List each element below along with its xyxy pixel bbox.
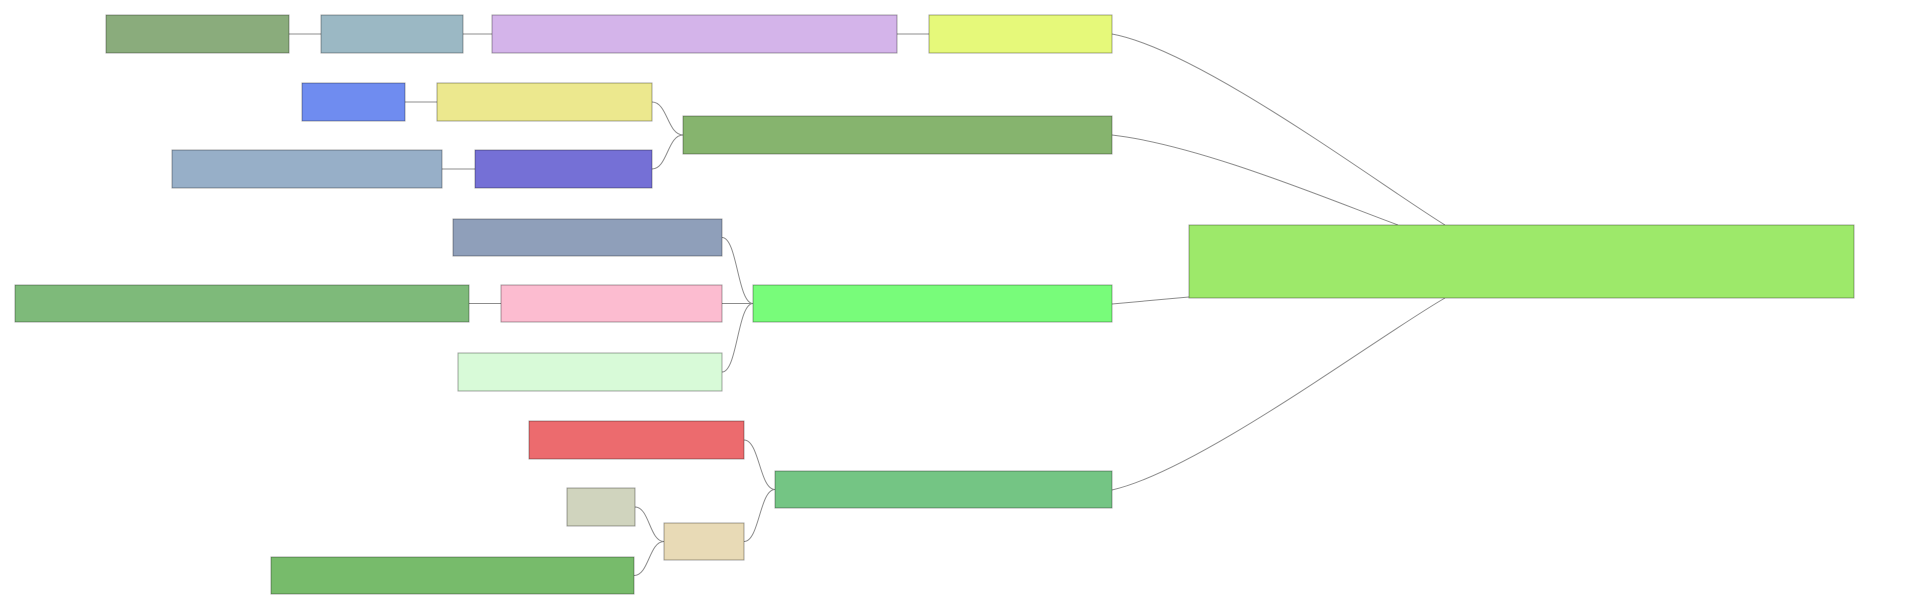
node: [474, 149, 653, 189]
node: [105, 14, 290, 54]
connector: [743, 439, 776, 490]
node: [171, 149, 443, 189]
node: [14, 284, 470, 323]
connector: [651, 101, 684, 136]
node: [774, 470, 1113, 509]
node: [452, 218, 723, 257]
connector: [1111, 296, 1190, 305]
connector: [743, 489, 776, 542]
node: [491, 14, 898, 54]
connector: [634, 506, 665, 542]
connector: [1111, 33, 1446, 226]
connector: [1111, 297, 1446, 491]
node: [457, 352, 723, 392]
connector: [1111, 134, 1399, 226]
node: [566, 487, 636, 527]
node: [320, 14, 464, 54]
connector: [651, 134, 684, 170]
connector: [633, 541, 665, 576]
node: [928, 14, 1113, 54]
node: [682, 115, 1113, 155]
node: [270, 556, 635, 595]
root-node: [1188, 224, 1855, 299]
node: [436, 82, 653, 122]
connector: [721, 237, 754, 304]
node: [500, 284, 723, 323]
connector: [721, 303, 754, 373]
node: [663, 522, 745, 561]
node: [752, 284, 1113, 323]
node: [301, 82, 406, 122]
node: [528, 420, 745, 460]
